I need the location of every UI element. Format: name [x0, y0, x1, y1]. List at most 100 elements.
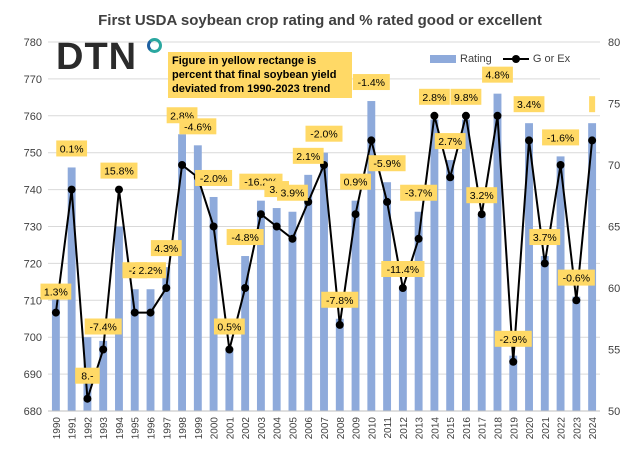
- deviation-label: 2.7%: [438, 136, 462, 148]
- rating-bar: [540, 256, 549, 411]
- legend-good-excellent-label: G or Ex: [532, 53, 571, 66]
- y-left-tick-label: 760: [24, 111, 42, 123]
- deviation-label-box: [589, 96, 596, 113]
- deviation-label: 4.3%: [154, 243, 178, 255]
- rating-bar: [272, 208, 281, 411]
- deviation-label: -2.0%: [310, 129, 337, 141]
- rating-bar: [99, 340, 108, 411]
- rating-bar: [225, 348, 234, 411]
- deviation-label-box: [213, 318, 245, 335]
- rating-bar: [367, 101, 376, 411]
- deviation-label-box: [557, 269, 595, 286]
- deviation-label: -7.8%: [326, 295, 353, 307]
- x-tick-label: 2000: [210, 417, 221, 440]
- good-excellent-point: [477, 210, 486, 219]
- deviation-label: 9.8%: [454, 92, 478, 104]
- deviation-label: 3.7%: [533, 232, 557, 244]
- x-tick-label: 2022: [557, 417, 568, 440]
- chart-title: First USDA soybean crop rating and % rat…: [98, 12, 542, 29]
- deviation-label: -5.9%: [373, 158, 400, 170]
- deviation-label: 4.8%: [486, 70, 510, 82]
- x-tick-label: 2021: [541, 417, 552, 440]
- x-tick-label: 2017: [478, 417, 489, 440]
- deviation-label-box: [494, 330, 532, 347]
- good-excellent-point: [51, 308, 60, 317]
- deviation-label: 2.2%: [139, 265, 163, 277]
- y-right-tick-label: 65: [608, 222, 620, 234]
- deviation-label: -1.4%: [358, 77, 385, 89]
- good-excellent-point: [383, 197, 392, 206]
- x-tick-label: 2018: [493, 417, 504, 440]
- x-tick-label: 2001: [225, 417, 236, 440]
- x-tick-label: 2012: [399, 417, 410, 440]
- good-excellent-point: [446, 173, 455, 182]
- deviation-label-box: [529, 229, 561, 246]
- rating-bar: [256, 200, 265, 411]
- x-tick-label: 2006: [304, 417, 315, 440]
- deviation-label-box: [352, 74, 390, 91]
- rating-bar: [193, 145, 202, 411]
- deviation-label: -3.7%: [405, 188, 432, 200]
- x-tick-label: 1998: [178, 417, 189, 440]
- rating-bar: [209, 196, 218, 411]
- deviation-label-box: [179, 118, 217, 135]
- good-excellent-point: [525, 136, 534, 145]
- rating-bar: [383, 182, 392, 411]
- deviation-label-box: [292, 147, 324, 164]
- good-excellent-point: [493, 111, 502, 120]
- deviation-label: 3.9%: [280, 188, 304, 200]
- rating-bar: [477, 215, 486, 411]
- deviation-label: 15.8%: [104, 166, 134, 178]
- rating-bar: [588, 123, 597, 412]
- rating-bar: [509, 355, 518, 411]
- good-excellent-point: [162, 284, 171, 292]
- deviation-label: -2.0%: [200, 173, 227, 185]
- good-excellent-point: [398, 284, 407, 292]
- good-excellent-point: [83, 394, 92, 403]
- rating-bar: [304, 174, 313, 411]
- deviation-label-box: [466, 187, 498, 204]
- dtn-logo: DTN: [56, 36, 138, 78]
- rating-bar: [493, 93, 502, 411]
- deviation-label-box: [368, 155, 406, 172]
- legend-line-swatch: [502, 55, 529, 64]
- y-right-tick-label: 75: [608, 99, 620, 111]
- x-tick-label: 2024: [588, 417, 599, 440]
- deviation-label-box: [340, 173, 371, 190]
- deviation-label-box: [226, 229, 264, 246]
- rating-bar: [446, 160, 455, 411]
- rating-bar: [398, 289, 407, 411]
- legend-bar-swatch: [430, 55, 456, 64]
- good-excellent-point: [114, 185, 123, 194]
- x-tick-label: 1999: [194, 417, 205, 440]
- x-tick-label: 2020: [525, 417, 536, 440]
- legend-rating-label: Rating: [460, 53, 492, 66]
- rating-bar: [572, 296, 581, 411]
- legend: Rating G or Ex: [430, 53, 578, 65]
- x-tick-label: 2019: [509, 417, 520, 440]
- deviation-label-box: [56, 140, 88, 157]
- deviation-label-box: [277, 184, 308, 201]
- deviation-label: 2.8%: [422, 92, 446, 104]
- rating-bar: [430, 119, 439, 412]
- good-excellent-point: [146, 308, 155, 317]
- x-tick-label: 2013: [415, 417, 426, 440]
- x-tick-label: 1991: [68, 417, 79, 440]
- x-tick-label: 2008: [336, 417, 347, 440]
- good-excellent-point: [272, 222, 281, 231]
- deviation-label-box: [75, 367, 100, 384]
- x-tick-label: 2002: [241, 417, 252, 440]
- deviation-label: 0.1%: [60, 143, 84, 155]
- x-tick-label: 1994: [115, 417, 126, 440]
- good-excellent-point: [430, 111, 439, 120]
- rating-bar: [146, 289, 155, 411]
- rating-bar: [462, 119, 470, 412]
- x-tick-label: 2015: [446, 417, 457, 440]
- y-left-tick-label: 750: [24, 148, 42, 160]
- deviation-label-box: [321, 291, 359, 308]
- deviation-label-box: [482, 66, 513, 83]
- y-left-tick-label: 680: [24, 406, 42, 418]
- x-tick-label: 1993: [99, 417, 110, 440]
- good-excellent-point: [335, 320, 344, 329]
